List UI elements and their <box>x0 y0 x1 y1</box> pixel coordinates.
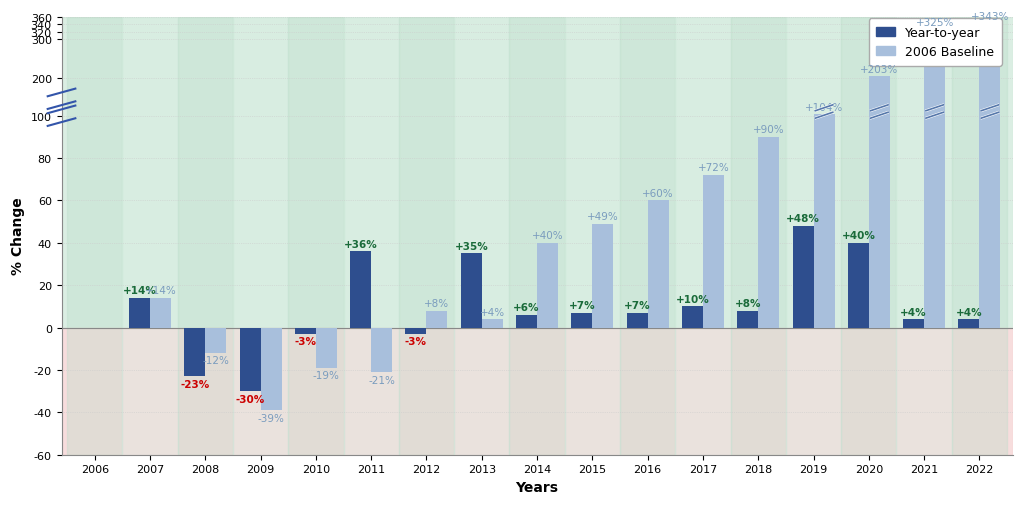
Text: -30%: -30% <box>236 394 264 404</box>
Text: +4%: +4% <box>479 307 505 317</box>
Bar <box>537 243 558 328</box>
Text: +4%: +4% <box>955 307 982 317</box>
Bar <box>979 24 1000 328</box>
Bar <box>240 328 260 391</box>
Bar <box>61 18 1013 328</box>
Bar <box>150 298 171 328</box>
Bar <box>509 18 564 454</box>
Text: +35%: +35% <box>455 241 488 251</box>
Text: +203%: +203% <box>860 65 898 75</box>
Bar <box>67 18 122 454</box>
Bar <box>61 328 1013 454</box>
Text: +48%: +48% <box>786 214 820 224</box>
Bar <box>564 18 620 454</box>
Text: +8%: +8% <box>734 298 761 309</box>
Text: +14%: +14% <box>144 286 176 296</box>
Bar <box>295 328 315 334</box>
Text: +14%: +14% <box>123 286 157 296</box>
Text: +60%: +60% <box>642 188 674 198</box>
Bar <box>592 224 613 328</box>
Bar <box>205 328 226 353</box>
Bar <box>958 320 979 328</box>
Text: +40%: +40% <box>531 231 563 241</box>
Text: -21%: -21% <box>369 375 395 385</box>
Text: +4%: +4% <box>900 307 927 317</box>
Bar <box>371 328 392 372</box>
Text: -23%: -23% <box>180 379 209 389</box>
Bar <box>481 320 503 328</box>
Text: +343%: +343% <box>971 12 1009 22</box>
Text: +7%: +7% <box>624 300 650 311</box>
Legend: Year-to-year, 2006 Baseline: Year-to-year, 2006 Baseline <box>868 19 1001 67</box>
Bar <box>793 226 813 328</box>
Bar <box>785 18 841 454</box>
Text: +325%: +325% <box>915 18 953 28</box>
Text: +40%: +40% <box>842 231 876 241</box>
Bar <box>702 176 724 328</box>
Bar <box>343 18 398 454</box>
Bar <box>730 18 785 454</box>
Bar <box>315 328 337 368</box>
Text: +7%: +7% <box>568 300 595 311</box>
Bar <box>426 311 447 328</box>
Bar <box>177 18 232 454</box>
Bar <box>122 18 177 454</box>
Bar <box>129 298 150 328</box>
Bar <box>516 315 537 328</box>
Text: +10%: +10% <box>676 294 710 304</box>
Text: +6%: +6% <box>513 302 540 313</box>
Text: -19%: -19% <box>313 371 340 381</box>
Bar <box>675 18 730 454</box>
Text: +72%: +72% <box>697 163 729 173</box>
Bar <box>647 201 669 328</box>
Bar <box>620 18 675 454</box>
Bar <box>350 252 371 328</box>
Bar <box>758 138 779 328</box>
Text: -3%: -3% <box>404 337 427 347</box>
Bar <box>232 18 288 454</box>
Bar <box>848 243 868 328</box>
X-axis label: Years: Years <box>515 480 558 494</box>
Bar <box>288 18 343 454</box>
Bar <box>398 18 454 454</box>
Bar <box>813 115 835 328</box>
Bar <box>868 77 890 328</box>
Bar <box>406 328 426 334</box>
Text: +49%: +49% <box>587 212 618 222</box>
Bar <box>260 328 282 411</box>
Bar <box>841 18 896 454</box>
Bar <box>571 313 592 328</box>
Text: +36%: +36% <box>344 239 378 249</box>
Bar <box>896 18 951 454</box>
Text: -39%: -39% <box>258 413 285 423</box>
Text: +104%: +104% <box>805 103 843 113</box>
Bar <box>184 328 205 377</box>
Text: -12%: -12% <box>203 356 229 366</box>
Text: +8%: +8% <box>424 298 450 309</box>
Bar <box>454 18 509 454</box>
Bar <box>682 307 702 328</box>
Bar <box>627 313 647 328</box>
Text: +90%: +90% <box>753 125 784 135</box>
Bar <box>951 18 1007 454</box>
Bar <box>924 31 945 328</box>
Bar <box>903 320 924 328</box>
Y-axis label: % Change: % Change <box>11 197 26 275</box>
Bar <box>461 254 481 328</box>
Bar <box>737 311 758 328</box>
Text: -3%: -3% <box>294 337 316 347</box>
